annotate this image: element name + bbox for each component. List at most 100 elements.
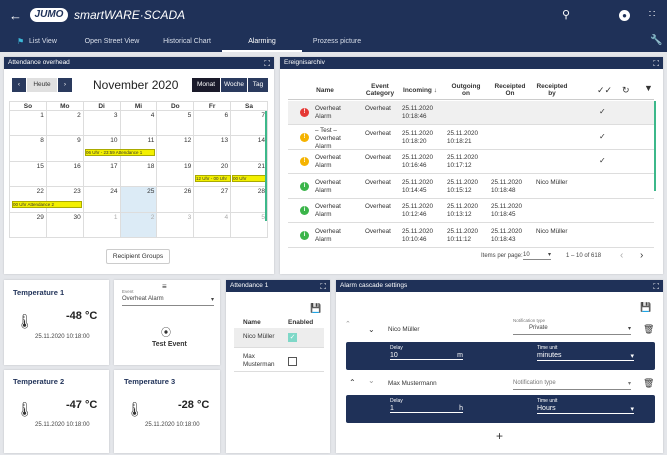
day-cell[interactable]: 4 (119, 109, 158, 137)
day-cell[interactable]: 19 (156, 160, 195, 188)
day-cell[interactable]: 9 (45, 135, 84, 162)
receipt-all-icon[interactable]: ✓✓ (597, 85, 613, 95)
day-cell[interactable]: 23 (45, 186, 84, 213)
enabled-checkbox[interactable]: ✓ (288, 333, 297, 342)
save-icon[interactable]: 💾 (640, 302, 652, 312)
back-arrow-icon[interactable]: ← (9, 8, 22, 23)
tab-prozess-picture[interactable]: Prozess picture (312, 38, 362, 45)
expand-icon[interactable]: ⛶ (653, 282, 659, 291)
broadcast-icon[interactable]: ⦿ (161, 328, 171, 339)
save-icon[interactable]: 💾 (310, 303, 322, 313)
day-cell[interactable]: 5 (156, 109, 195, 137)
recipient-groups-button[interactable]: Recipient Groups (106, 249, 170, 264)
receipt-icon[interactable]: ✓ (599, 131, 606, 141)
notification-type-select[interactable]: Notification type ▾ (513, 380, 631, 390)
day-cell-today[interactable]: 25 (119, 186, 158, 213)
expand-icon[interactable]: ⛶ (320, 282, 326, 291)
view-week-button[interactable]: Woche (221, 78, 247, 92)
delete-icon[interactable]: 🗑 (643, 324, 655, 334)
prev-page-icon[interactable]: ‹ (620, 250, 624, 261)
refresh-icon[interactable]: ↻ (622, 85, 630, 95)
time-unit-select[interactable]: minutes ▾ (537, 352, 634, 361)
table-row[interactable]: ! – Test – Overheat Alarm Overheat 25.11.20… (288, 126, 654, 150)
day-cell[interactable]: 24 (82, 186, 121, 213)
day-cell[interactable]: 27 (193, 186, 232, 213)
receipt-icon[interactable]: ✓ (599, 156, 606, 165)
view-month-button[interactable]: Monat (192, 78, 220, 92)
event-select[interactable]: Overheat Alarm ▾ (122, 296, 214, 306)
filter-icon[interactable]: ▼ (644, 83, 653, 93)
view-day-button[interactable]: Tag (248, 78, 268, 92)
col-outgoing-on[interactable]: Outgoing on (451, 83, 481, 97)
day-cell[interactable]: 4 (193, 211, 232, 238)
tab-open-street-view[interactable]: Open Street View (84, 38, 140, 45)
user-account-icon[interactable]: ● (619, 10, 630, 21)
col-event-category[interactable]: Event Category (365, 83, 395, 97)
day-cell[interactable]: 15 (9, 160, 47, 188)
col-receipted-by[interactable]: Receipted by (536, 83, 568, 97)
col-receipted-on[interactable]: Receipted On (494, 83, 526, 97)
prev-month-button[interactable]: ‹ (12, 78, 26, 92)
expand-icon[interactable]: ⛶ (264, 59, 270, 68)
tab-alarming[interactable]: Alarming (222, 32, 302, 52)
filter-icon[interactable]: ≡ (162, 282, 167, 291)
wrench-icon[interactable]: 🔧 (650, 35, 663, 46)
col-name[interactable]: Name (316, 87, 334, 94)
delete-icon[interactable]: 🗑 (643, 378, 655, 388)
next-month-button[interactable]: › (58, 78, 72, 92)
table-row[interactable]: i Overheat Alarm Overheat 25.11.2020 10:14:… (288, 175, 654, 199)
items-per-page-select[interactable]: 10 ▾ (523, 252, 551, 260)
day-cell[interactable]: 18 (119, 160, 158, 188)
day-cell[interactable]: 3 (156, 211, 195, 238)
day-cell[interactable]: 1 (82, 211, 121, 238)
calendar-event[interactable]: 12 Uhr - 00 Uhr (195, 175, 231, 182)
day-cell[interactable]: 3 (82, 109, 121, 137)
enabled-checkbox[interactable] (288, 357, 297, 366)
day-cell[interactable]: 26 (156, 186, 195, 213)
move-up-icon[interactable]: ⌃ (349, 378, 356, 387)
apps-grid-icon[interactable]: ∷ (648, 9, 656, 20)
day-cell[interactable]: 2 (119, 211, 158, 238)
day-cell[interactable]: 2 (45, 109, 84, 137)
calendar-event[interactable]: 00 Uhr (232, 175, 266, 182)
search-icon[interactable]: ⚲ (561, 9, 571, 21)
tab-historical-chart[interactable]: Historical Chart (163, 38, 211, 45)
calendar-event[interactable]: 06 Uhr - 23:59 Attendance 1 (85, 149, 155, 156)
day-cell[interactable]: 20 (193, 160, 232, 188)
day-cell[interactable]: 12 (156, 135, 195, 162)
day-cell[interactable]: 21 (230, 160, 268, 188)
next-page-icon[interactable]: › (640, 250, 644, 261)
delay-input[interactable]: 10 m (390, 352, 463, 360)
time-unit-select[interactable]: Hours ▾ (537, 405, 634, 414)
day-cell[interactable]: 14 (230, 135, 268, 162)
table-row[interactable]: ! Overheat Alarm Overheat 25.11.2020 10:16:… (288, 150, 654, 174)
calendar-event[interactable]: 00 Uhr Attendance 2 (12, 201, 82, 208)
table-row[interactable]: ! Overheat Alarm Overheat 25.11.2020 10:18:… (288, 101, 654, 125)
day-cell[interactable]: 1 (9, 109, 47, 137)
day-cell[interactable]: 11 (119, 135, 158, 162)
day-cell[interactable]: 8 (9, 135, 47, 162)
temperature-card-1[interactable]: Temperature 1 🌡 -48 °C 25.11.2020 10:18:… (4, 280, 109, 365)
add-recipient-button[interactable]: + (496, 429, 504, 443)
day-cell[interactable]: 16 (45, 160, 84, 188)
temperature-card-2[interactable]: Temperature 2 🌡 -47 °C 25.11.2020 10:18:… (4, 370, 109, 453)
tab-list-view[interactable]: List View (29, 38, 57, 45)
notification-type-select[interactable]: Private ▾ (513, 325, 631, 335)
today-button[interactable]: Heute (27, 78, 57, 92)
col-incoming[interactable]: Incoming ↓ (403, 87, 437, 94)
day-cell[interactable]: 7 (230, 109, 268, 137)
expand-icon[interactable]: ⛶ (653, 59, 659, 68)
day-cell[interactable]: 5 (230, 211, 268, 238)
day-cell[interactable]: 6 (193, 109, 232, 137)
test-event-button[interactable]: Test Event (152, 341, 187, 348)
day-cell[interactable]: 13 (193, 135, 232, 162)
move-up-icon[interactable]: ⌃ (345, 321, 351, 328)
move-down-icon[interactable]: ⌄ (368, 325, 375, 334)
move-down-icon[interactable]: ⌄ (368, 376, 375, 385)
table-row[interactable]: i Overheat Alarm Overheat 25.11.2020 10:12:… (288, 199, 654, 223)
day-cell[interactable]: 30 (45, 211, 84, 238)
receipt-icon[interactable]: ✓ (599, 107, 606, 116)
day-cell[interactable]: 28 (230, 186, 268, 213)
day-cell[interactable]: 17 (82, 160, 121, 188)
